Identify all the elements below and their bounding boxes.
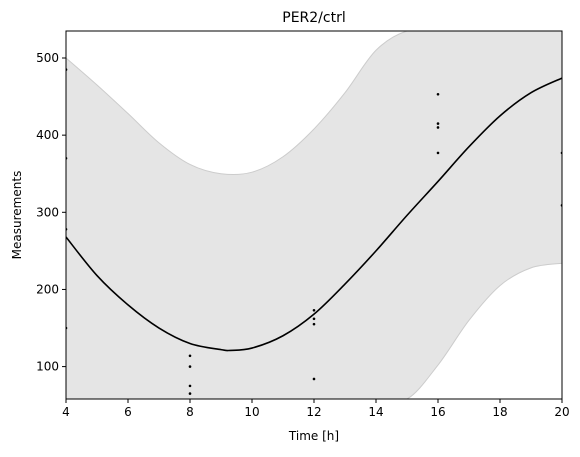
y-axis-label: Measurements [10,171,24,260]
y-axis: 100 200 300 400 500 [36,51,66,374]
data-point [312,308,316,312]
x-tick-label: 4 [62,405,70,419]
fit-curve-layer [66,77,562,352]
data-point [436,92,440,96]
y-tick-label: 100 [36,360,59,374]
y-tick-label: 400 [36,128,59,142]
x-tick-label: 18 [492,405,507,419]
x-tick-label: 14 [368,405,383,419]
data-point [312,317,316,321]
x-axis: 4 6 8 10 12 14 16 18 20 [62,399,570,419]
confidence-band-area [66,31,562,399]
y-tick-label: 200 [36,282,59,296]
data-point [188,354,192,358]
scatter-points [66,68,562,395]
y-tick-label: 300 [36,205,59,219]
data-point [188,365,192,368]
data-point [188,384,192,388]
data-point [436,151,440,155]
data-point [436,122,440,125]
data-point [312,322,316,326]
fit-curve [66,77,562,352]
x-tick-label: 8 [186,405,194,419]
data-point [188,392,192,395]
y-tick-label: 500 [36,51,59,65]
x-tick-label: 10 [244,405,259,419]
x-axis-label: Time [h] [288,429,339,443]
confidence-band [66,31,562,399]
x-tick-label: 6 [124,405,132,419]
confidence-band-lower-edge [66,262,562,399]
x-tick-label: 20 [554,405,569,419]
data-point [312,377,316,381]
x-tick-label: 12 [306,405,321,419]
data-point [436,126,440,129]
confidence-band-upper-edge [66,31,562,176]
chart-title: PER2/ctrl [282,10,345,26]
x-tick-label: 16 [430,405,445,419]
